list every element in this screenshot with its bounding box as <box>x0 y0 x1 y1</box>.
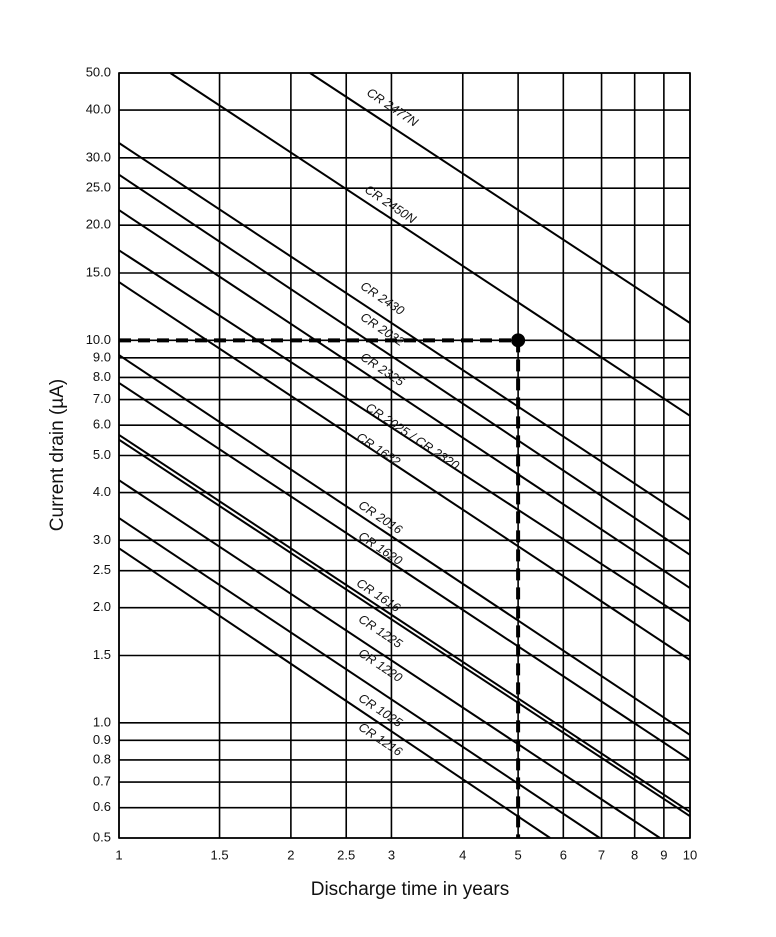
y-tick-label: 40.0 <box>86 102 111 117</box>
y-tick-label: 4.0 <box>93 484 111 499</box>
series-line <box>118 479 661 839</box>
x-tick-label: 10 <box>683 847 697 862</box>
series-line <box>118 438 691 818</box>
series-line <box>118 434 691 813</box>
y-tick-label: 1.0 <box>93 714 111 729</box>
y-tick-label: 30.0 <box>86 149 111 164</box>
series-line <box>118 142 691 521</box>
y-tick-label: 10.0 <box>86 332 111 347</box>
x-tick-label: 8 <box>631 847 638 862</box>
marker-point <box>511 333 526 348</box>
y-axis-title: Current drain (µA) <box>47 379 68 531</box>
y-tick-label: 2.0 <box>93 599 111 614</box>
y-tick-label: 7.0 <box>93 391 111 406</box>
series-line <box>118 249 691 623</box>
x-tick-label: 4 <box>459 847 466 862</box>
plot-border <box>118 72 691 839</box>
x-tick-label: 9 <box>660 847 667 862</box>
series-line <box>169 72 691 417</box>
x-tick-label: 6 <box>560 847 567 862</box>
series-line <box>118 173 691 556</box>
y-tick-label: 2.5 <box>93 562 111 577</box>
y-tick-label: 0.9 <box>93 732 111 747</box>
y-tick-label: 0.7 <box>93 774 111 789</box>
x-tick-label: 2 <box>287 847 294 862</box>
x-tick-label: 1 <box>115 847 122 862</box>
series-line <box>118 281 691 661</box>
y-tick-label: 1.5 <box>93 647 111 662</box>
x-tick-label: 1.5 <box>211 847 229 862</box>
x-tick-label: 2.5 <box>337 847 355 862</box>
series-label: CR 1632 <box>354 430 403 469</box>
x-tick-label: 7 <box>598 847 605 862</box>
series-label: CR 2325 <box>358 350 407 389</box>
series-line <box>309 72 691 324</box>
y-tick-label: 0.5 <box>93 829 111 844</box>
y-tick-label: 0.6 <box>93 799 111 814</box>
y-tick-label: 5.0 <box>93 447 111 462</box>
y-tick-label: 15.0 <box>86 264 111 279</box>
series-line <box>118 209 691 589</box>
y-tick-label: 6.0 <box>93 417 111 432</box>
series-line <box>118 354 691 736</box>
y-tick-label: 50.0 <box>86 64 111 79</box>
y-tick-label: 0.8 <box>93 751 111 766</box>
y-tick-label: 20.0 <box>86 217 111 232</box>
series-label: CR 2025 / CR 2320 <box>363 400 461 472</box>
x-tick-label: 3 <box>388 847 395 862</box>
y-tick-label: 25.0 <box>86 180 111 195</box>
series-line <box>118 547 551 839</box>
y-tick-label: 9.0 <box>93 349 111 364</box>
x-tick-label: 5 <box>514 847 521 862</box>
x-axis-title: Discharge time in years <box>311 879 510 900</box>
series-label: CR 2477N <box>364 85 421 130</box>
series-line <box>118 517 601 839</box>
y-tick-label: 8.0 <box>93 369 111 384</box>
y-tick-label: 3.0 <box>93 532 111 547</box>
series-line <box>118 382 691 761</box>
